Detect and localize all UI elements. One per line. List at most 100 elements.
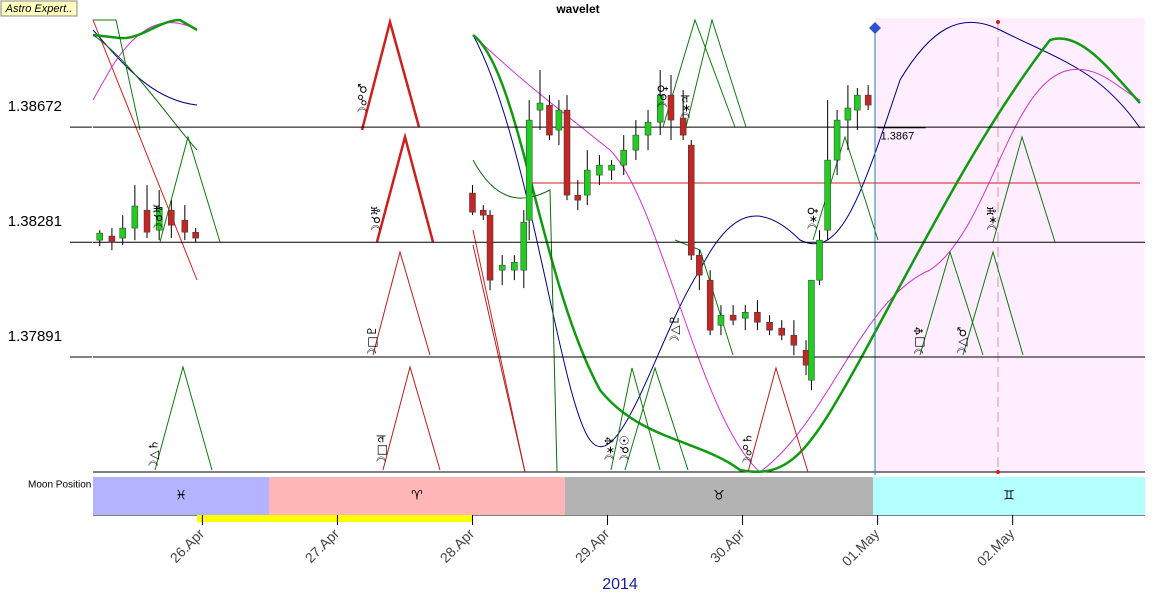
x-tick-label: 28.Apr xyxy=(437,525,478,566)
projection-dot xyxy=(996,20,1000,24)
candle-body xyxy=(729,314,737,321)
candle-body xyxy=(168,209,175,226)
aspect-label: ☽☌♅ xyxy=(152,203,166,233)
candle-body xyxy=(563,109,571,196)
candle-body xyxy=(754,311,761,323)
aspect-label: ☽⚹♃ xyxy=(678,94,692,123)
aspect-label: ☽☌☉ xyxy=(618,435,632,465)
aspect-label: ☽△♇ xyxy=(668,315,682,346)
wave-red xyxy=(92,19,526,473)
candle-body xyxy=(802,349,810,366)
x-tick-label: 01.May xyxy=(839,525,883,569)
candle-body xyxy=(742,311,749,319)
candle-body xyxy=(155,206,163,231)
aspect-label: ☽□♃ xyxy=(374,434,388,467)
candle-body xyxy=(864,94,872,106)
candle-body xyxy=(131,205,139,229)
wave-purple xyxy=(92,22,1141,473)
aspect-label: ☽△♂ xyxy=(955,327,969,358)
candle-body xyxy=(644,121,652,136)
candle-body xyxy=(717,314,725,326)
aspect-peaks-red-thin xyxy=(372,244,809,473)
candle-body xyxy=(679,117,687,136)
now-marker xyxy=(869,22,881,34)
y-tick-label: 1.38672 xyxy=(8,98,62,115)
candle-body xyxy=(632,134,640,151)
candle-body xyxy=(480,209,487,216)
candle-body xyxy=(574,194,582,201)
candle-body xyxy=(498,264,506,271)
moon-sign-zone xyxy=(565,477,873,515)
candle-body xyxy=(108,235,116,243)
aspect-label: ☽□♆ xyxy=(912,326,926,359)
candle-body xyxy=(192,231,199,239)
candle-body xyxy=(511,261,518,271)
aspect-label: ☽□♇ xyxy=(365,326,379,359)
candle-body xyxy=(824,159,831,231)
candle-body xyxy=(667,94,675,121)
candle-body xyxy=(620,149,627,166)
candle-body xyxy=(520,221,528,271)
x-axis-label: 2014 xyxy=(602,576,638,593)
candle-body xyxy=(696,254,703,276)
aspect-peaks-green xyxy=(93,18,1056,471)
moon-sign: ♉ xyxy=(713,489,725,504)
candle-body xyxy=(687,144,695,256)
moon-sign: ♈ xyxy=(411,489,423,504)
aspect-label: ☽☍♂ xyxy=(356,83,370,117)
candle-body xyxy=(608,164,615,171)
candle-body xyxy=(546,104,553,136)
moon-position-label: Moon Position xyxy=(28,480,91,491)
aspect-label: ☽⚹♆ xyxy=(603,436,617,465)
future-zone xyxy=(875,18,1145,472)
app-label[interactable]: Astro Expert.. xyxy=(5,3,73,15)
candle-body xyxy=(181,219,189,233)
candle-body xyxy=(96,232,104,241)
candle-body xyxy=(486,214,494,281)
candle-body xyxy=(536,102,544,111)
candle-body xyxy=(525,119,533,221)
aspect-label: ☽△♄ xyxy=(146,440,160,471)
aspect-peaks-red xyxy=(360,17,435,243)
candle-body xyxy=(854,94,861,111)
candle-body xyxy=(656,94,664,123)
moon-sign-zone xyxy=(269,477,565,515)
aspect-label: ☽☌♀ xyxy=(655,84,669,112)
wave-green xyxy=(92,18,1141,474)
candle-body xyxy=(596,164,603,176)
candle-body xyxy=(816,239,823,281)
candle-body xyxy=(119,227,126,239)
moon-sign: ♓ xyxy=(175,489,187,504)
app-badge[interactable] xyxy=(0,0,78,17)
y-tick-label: 1.37891 xyxy=(8,328,62,345)
candle-body xyxy=(790,334,798,346)
last-price-label: 1.3867 xyxy=(881,131,915,143)
wavelets xyxy=(92,17,1141,474)
projection-dot xyxy=(996,470,1000,474)
x-tick-label: 26.Apr xyxy=(167,525,208,566)
candle-body xyxy=(766,321,773,331)
highlight-bar xyxy=(197,515,473,522)
aspect-label: ☽⚹♅ xyxy=(985,206,999,235)
aspect-label: ☽☍♄ xyxy=(740,433,754,467)
candle-body xyxy=(469,192,476,213)
candle-body xyxy=(833,119,841,161)
moon-sign: ♊ xyxy=(1003,489,1015,504)
candle-body xyxy=(808,279,815,381)
candle-body xyxy=(706,279,714,331)
x-tick-label: 29.Apr xyxy=(572,525,613,566)
aspect-label: ☽⚹♀ xyxy=(805,207,819,234)
x-tick-label: 27.Apr xyxy=(302,525,343,566)
candle-body xyxy=(555,109,563,131)
aspect-label: ☽☌♅ xyxy=(369,205,383,235)
candle-body xyxy=(143,209,151,233)
x-tick-label: 30.Apr xyxy=(707,525,748,566)
y-tick-label: 1.38281 xyxy=(8,213,62,230)
x-tick-label: 02.May xyxy=(974,525,1018,569)
moon-sign-zone xyxy=(873,477,1145,515)
candle-body xyxy=(778,327,785,336)
chart-title: wavelet xyxy=(555,2,599,16)
moon-sign-zone xyxy=(93,477,269,515)
